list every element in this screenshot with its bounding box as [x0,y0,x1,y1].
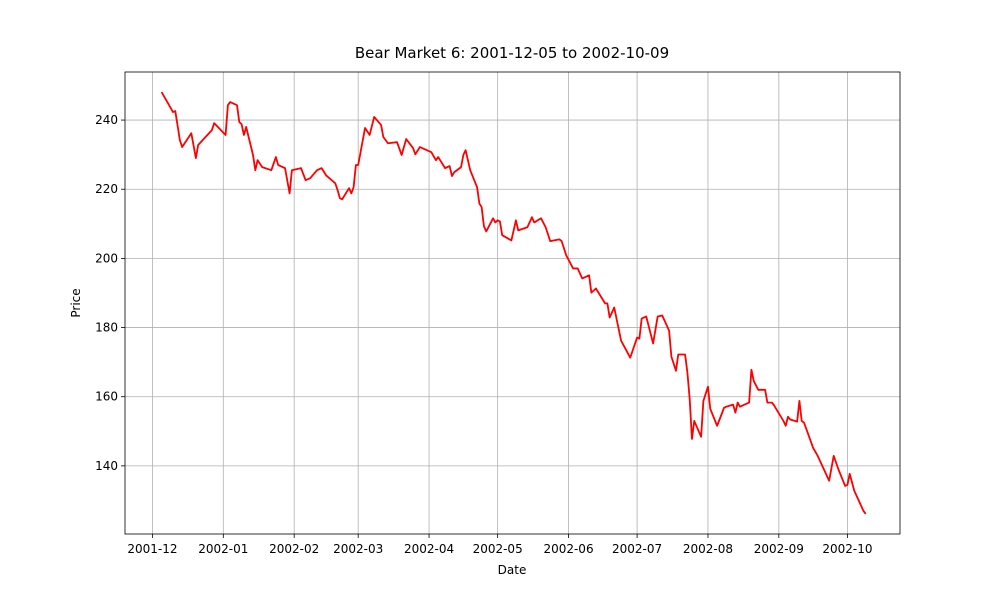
x-tick-label: 2002-02 [269,542,319,556]
x-tick-label: 2001-12 [127,542,177,556]
price-line [160,91,867,515]
x-axis-label: Date [498,563,527,577]
x-tick-label: 2002-05 [473,542,523,556]
y-tick-label: 180 [95,321,118,335]
y-tick-label: 140 [95,459,118,473]
x-tick-label: 2002-03 [333,542,383,556]
x-tick-label: 2002-04 [404,542,454,556]
y-tick-label: 160 [95,390,118,404]
x-tick-label: 2002-07 [612,542,662,556]
x-tick-label: 2002-08 [683,542,733,556]
y-axis-label: Price [69,288,83,317]
x-tick-label: 2002-10 [822,542,872,556]
x-tick-label: 2002-09 [754,542,804,556]
x-tick-label: 2002-06 [543,542,593,556]
y-tick-label: 240 [95,113,118,127]
plot-frame [124,71,901,535]
y-tick-label: 220 [95,182,118,196]
y-tick-label: 200 [95,251,118,265]
chart-title: Bear Market 6: 2001-12-05 to 2002-10-09 [355,44,669,62]
x-tick-label: 2002-01 [198,542,248,556]
